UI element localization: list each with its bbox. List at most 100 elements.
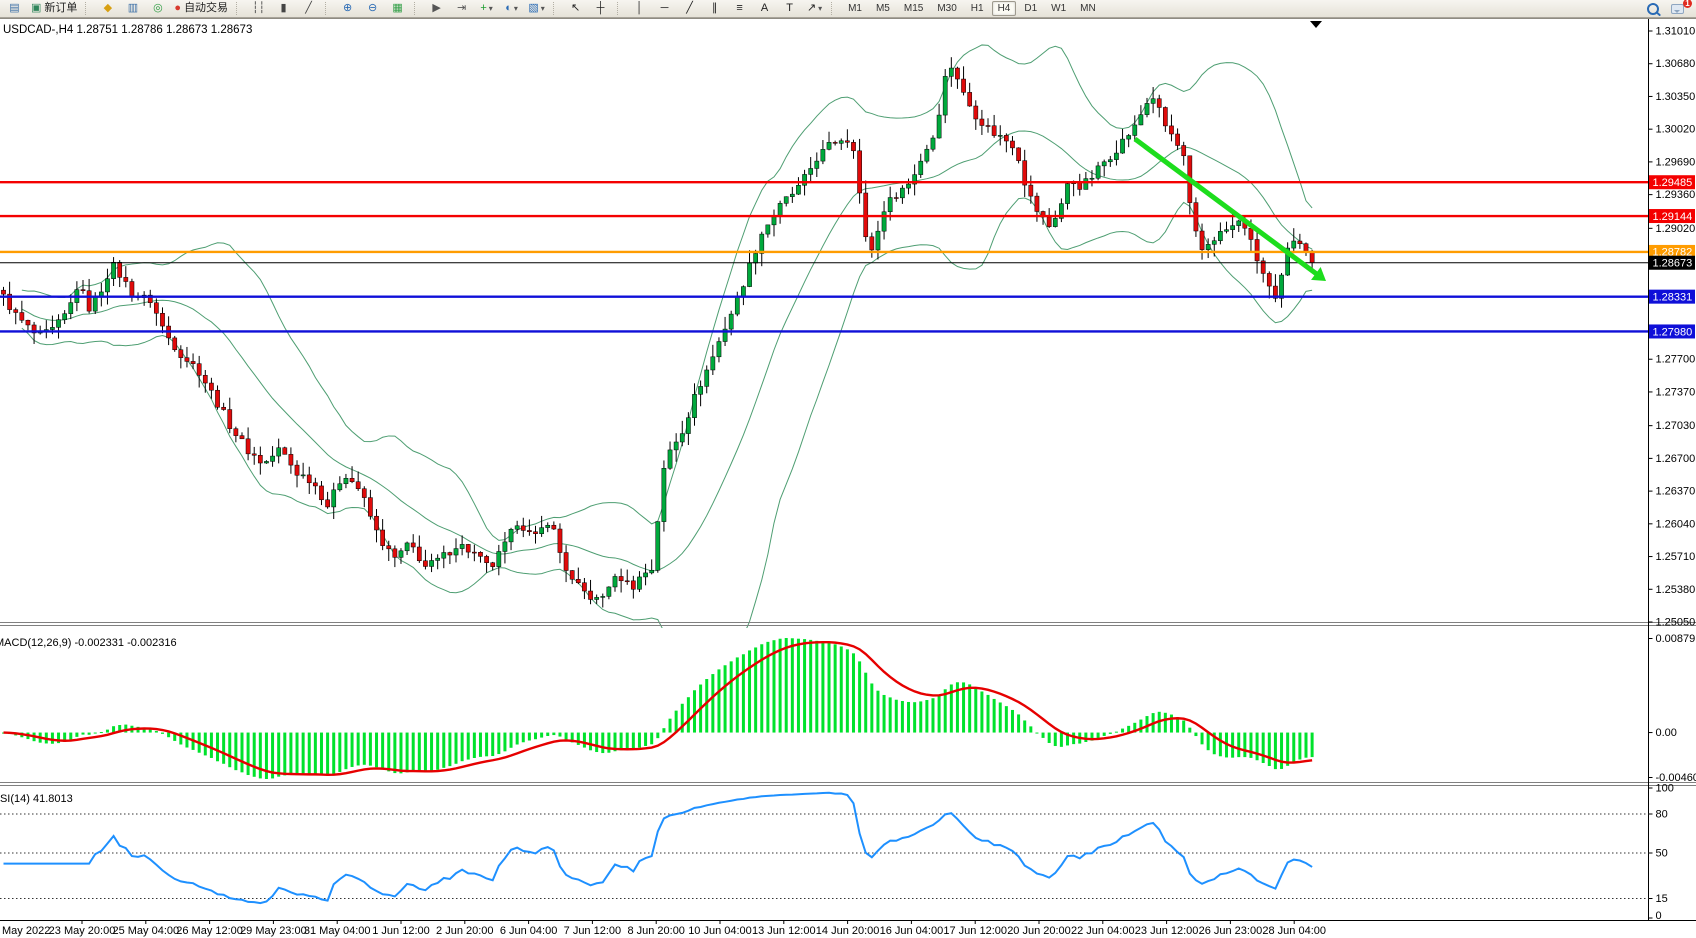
timeframe-m5[interactable]: M5: [875, 3, 890, 14]
price-badge-1.29144: 1.29144: [1649, 209, 1695, 224]
line-chart-icon: ╱: [305, 2, 312, 14]
templates-icon: ▧: [528, 2, 539, 14]
crosshair-button[interactable]: ┼: [589, 0, 612, 17]
macd-panel[interactable]: 0.008791 0.00 -0.004601 MACD(12,26,9) -0.00…: [0, 633, 1696, 784]
trendline-button[interactable]: ╱: [678, 0, 701, 17]
chart-canvas[interactable]: 1.31010 1.30680 1.30350 1.30020 1.29690 1.293…: [0, 18, 1696, 938]
time-label: 26 Jun 23:00: [1199, 925, 1263, 937]
periods-button[interactable]: ◐ ▾: [500, 0, 523, 17]
new-chart-button[interactable]: ▤: [3, 0, 26, 17]
candlestick-chart-icon: ▮: [280, 2, 287, 14]
periods-dropdown-icon[interactable]: ▾: [513, 4, 518, 13]
horizontal-line-button[interactable]: ─: [653, 0, 676, 17]
trend-arrow[interactable]: [1133, 136, 1326, 281]
price-tick-label: 1.30020: [1656, 124, 1696, 136]
cursor-button[interactable]: ↖: [564, 0, 587, 17]
arrows-dropdown-icon[interactable]: ▾: [818, 4, 823, 13]
time-label: 2 Jun 20:00: [436, 925, 494, 937]
rsi-line: [3, 791, 1313, 905]
timeframe-m30[interactable]: M30: [937, 3, 957, 14]
autotrading-icon: ●: [174, 2, 182, 14]
price-badge-1.27980: 1.27980: [1649, 324, 1695, 339]
time-label: 14 Jun 20:00: [816, 925, 880, 937]
macd-signal-line: [3, 640, 1313, 776]
new-order-button[interactable]: ▣ 新订单: [28, 0, 80, 17]
vertical-line-icon: │: [636, 2, 643, 14]
chart-shift-button[interactable]: ⇥: [450, 0, 473, 17]
vertical-line-button[interactable]: │: [628, 0, 651, 17]
candlestick-chart-button[interactable]: ▮: [272, 0, 295, 17]
tile-windows-button[interactable]: ▦: [386, 0, 409, 17]
zoom-in-button[interactable]: ⊕: [336, 0, 359, 17]
arrows-button[interactable]: ↗ ▾: [803, 0, 826, 17]
notifications-button[interactable]: 1: [1666, 0, 1692, 17]
macd-axis-label: 0.00: [1656, 727, 1677, 739]
equidistant-channel-button[interactable]: ∥: [703, 0, 726, 17]
bar-chart-button[interactable]: ┆┆: [247, 0, 270, 17]
templates-button[interactable]: ▧ ▾: [525, 0, 548, 17]
toolbar-separator: [617, 2, 624, 15]
price-tick-label: 1.26370: [1656, 486, 1696, 498]
timeframe-h1[interactable]: H1: [970, 3, 984, 14]
market-watch-button[interactable]: ▥: [121, 0, 144, 17]
fibonacci-button[interactable]: ≡: [728, 0, 751, 17]
rsi-panel[interactable]: 100 80 50 15 0 RSI(14) 41.8013: [0, 783, 1674, 923]
zoom-out-button[interactable]: ⊖: [361, 0, 384, 17]
price-axis: 1.31010 1.30680 1.30350 1.30020 1.29690 1.293…: [1648, 26, 1696, 629]
main-chart-panel[interactable]: [0, 44, 1649, 679]
chat-bubble-icon: [1671, 3, 1684, 14]
navigator-button[interactable]: ◎: [146, 0, 169, 17]
level-lines: [0, 181, 1648, 333]
chart-title: USDCAD-,H4 1.28751 1.28786 1.28673 1.286…: [3, 24, 252, 36]
equidistant-channel-icon: ∥: [711, 2, 718, 14]
indicators-button[interactable]: + ▾: [475, 0, 498, 17]
trendline-icon: ╱: [686, 2, 693, 14]
autotrading-button[interactable]: ● 自动交易: [171, 0, 231, 17]
profiles-button[interactable]: ◆: [96, 0, 119, 17]
templates-dropdown-icon[interactable]: ▾: [540, 4, 545, 13]
text-icon: A: [760, 2, 769, 14]
timeframe-m15[interactable]: M15: [903, 3, 924, 14]
auto-scroll-button[interactable]: ▶: [425, 0, 448, 17]
search-button[interactable]: [1641, 0, 1664, 17]
macd-label: MACD(12,26,9) -0.002331 -0.002316: [0, 637, 177, 649]
svg-text:1.27980: 1.27980: [1653, 326, 1693, 338]
rsi-axis-label: 100: [1656, 783, 1674, 795]
text-button[interactable]: A: [753, 0, 776, 17]
time-label: 31 May 04:00: [304, 925, 371, 937]
toolbar: ▤ ▣ 新订单 ◆ ▥ ◎ ● 自动交易 ┆┆ ▮ ╱ ⊕ ⊖ ▦ ▶ ⇥ + ▾ ◐ ▾ ▧ ▾ ↖ ┼ │ ─ ╱ ∥ ≡ A T ↗ ▾ …: [0, 0, 1696, 18]
search-icon: [1646, 2, 1659, 15]
chart-shift-marker[interactable]: [1310, 21, 1322, 28]
toolbar-right: 1: [1640, 0, 1692, 17]
toolbar-separator: [553, 2, 560, 15]
time-label: 23 May 20:00: [49, 925, 116, 937]
bar-chart-icon: ┆┆: [251, 2, 266, 14]
indicators-dropdown-icon[interactable]: ▾: [488, 4, 493, 13]
indicators-icon: +: [480, 2, 487, 14]
timeframe-m1[interactable]: M1: [848, 3, 862, 14]
timeframe-w1[interactable]: W1: [1051, 3, 1067, 14]
macd-axis-label: 0.008791: [1656, 633, 1696, 645]
toolbar-separator: [831, 2, 838, 15]
time-label: 29 May 23:00: [240, 925, 307, 937]
svg-text:1.29485: 1.29485: [1653, 177, 1693, 189]
zoom-in-icon: ⊕: [342, 2, 353, 14]
price-tick-label: 1.27030: [1656, 420, 1696, 432]
price-tick-label: 1.29020: [1656, 223, 1696, 235]
price-tick-label: 1.31010: [1656, 26, 1696, 38]
crosshair-icon: ┼: [596, 2, 605, 14]
timeframe-toolbar: M1 M5 M15 M30 H1 H4 D1 W1 MN: [841, 0, 1103, 18]
rsi-label: RSI(14) 41.8013: [0, 793, 73, 805]
line-chart-button[interactable]: ╱: [297, 0, 320, 17]
timeframe-mn[interactable]: MN: [1080, 3, 1096, 14]
time-label: 7 Jun 12:00: [564, 925, 622, 937]
text-label-button[interactable]: T: [778, 0, 801, 17]
price-tick-label: 1.27700: [1656, 354, 1696, 366]
price-badge-1.29485: 1.29485: [1649, 175, 1695, 190]
time-label: 13 Jun 12:00: [752, 925, 816, 937]
cursor-icon: ↖: [570, 2, 581, 14]
timeframe-d1[interactable]: D1: [1024, 3, 1038, 14]
toolbar-separator: [325, 2, 332, 15]
timeframe-h4[interactable]: H4: [991, 1, 1017, 16]
